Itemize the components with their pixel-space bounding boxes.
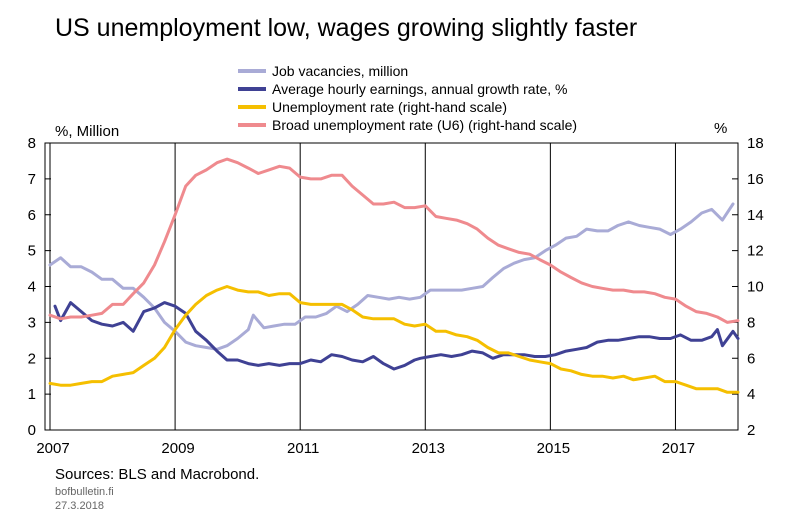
legend-swatch-hourly-earnings [238,87,266,92]
x-tick-label-2017: 2017 [662,440,695,457]
y-left-tick-label-1: 1 [28,386,36,403]
legend-label-hourly-earnings: Average hourly earnings, annual growth r… [272,81,568,97]
y-right-tick-label-18: 18 [747,135,764,152]
chart-title: US unemployment low, wages growing sligh… [55,14,638,42]
right-axis-unit: % [714,120,728,137]
y-left-tick-label-4: 4 [28,279,36,296]
legend-label-unemployment-rate: Unemployment rate (right-hand scale) [272,99,507,115]
x-tick-label-2007: 2007 [36,440,69,457]
y-right-tick-label-6: 6 [747,350,755,367]
series-unemployment-rate-line [48,285,740,394]
sources-note: Sources: BLS and Macrobond. [55,466,260,483]
series-hourly-earnings-line [53,301,740,371]
legend-item-hourly-earnings: Average hourly earnings, annual growth r… [238,80,577,98]
y-right-tick-label-2: 2 [747,422,755,439]
x-tick-label-2015: 2015 [537,440,570,457]
legend-swatch-u6-rate [238,123,266,128]
y-left-tick-label-3: 3 [28,314,36,331]
x-tick-label-2011: 2011 [287,440,319,457]
x-tick-label-2013: 2013 [412,440,445,457]
series-u6-rate-line [48,157,740,324]
legend-label-u6-rate: Broad unemployment rate (U6) (right-hand… [272,117,578,133]
y-right-tick-label-8: 8 [747,314,755,331]
legend-item-job-vacancies: Job vacancies, million [238,62,577,80]
y-right-tick-label-10: 10 [747,279,764,296]
legend-label-job-vacancies: Job vacancies, million [272,63,409,79]
legend-swatch-job-vacancies [238,69,266,74]
y-left-tick-label-6: 6 [28,207,36,224]
y-left-tick-label-7: 7 [28,171,36,188]
y-right-tick-label-4: 4 [747,386,755,403]
y-left-tick-label-2: 2 [28,350,36,367]
y-left-tick-label-5: 5 [28,243,36,260]
legend-swatch-unemployment-rate [238,105,266,110]
left-axis-unit: %, Million [55,123,120,140]
y-right-tick-label-16: 16 [747,171,764,188]
publication-date: 27.3.2018 [55,500,104,512]
legend: Job vacancies, million Average hourly ea… [238,62,577,134]
y-right-tick-label-14: 14 [747,207,764,224]
plot-frame [44,142,739,431]
legend-item-u6-rate: Broad unemployment rate (U6) (right-hand… [238,116,577,134]
x-tick-label-2009: 2009 [161,440,194,457]
series-job-vacancies-line [48,202,735,351]
legend-item-unemployment-rate: Unemployment rate (right-hand scale) [238,98,577,116]
y-right-tick-label-12: 12 [747,243,764,260]
y-left-tick-label-8: 8 [28,135,36,152]
site-credit: bofbulletin.fi [55,486,114,498]
y-left-tick-label-0: 0 [28,422,36,439]
